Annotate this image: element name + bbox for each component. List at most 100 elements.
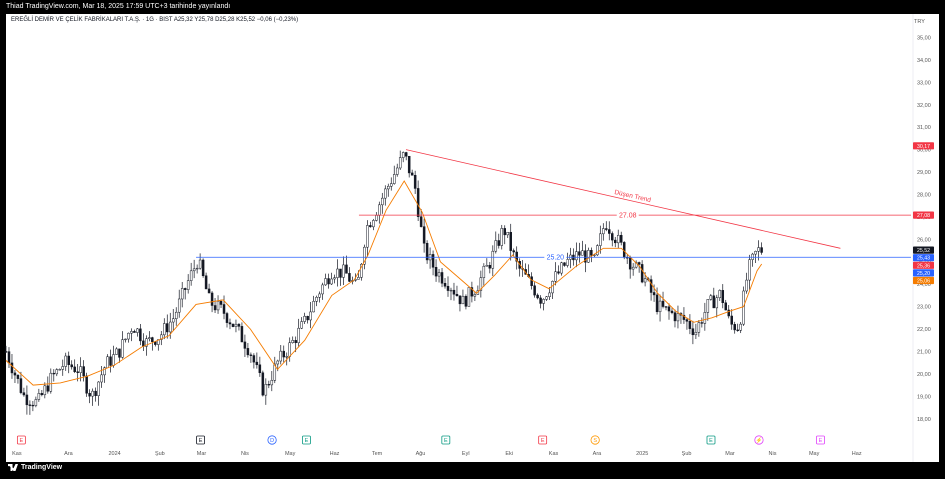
event-glyph: E [199, 438, 203, 444]
candle-body [121, 339, 124, 358]
candle-body [542, 299, 545, 304]
footer-bar [0, 462, 945, 479]
event-marker[interactable] [706, 435, 716, 445]
y-tick-label: 32,00 [917, 103, 931, 109]
candle-body [727, 309, 730, 317]
candle-body [327, 278, 330, 285]
candle-body [324, 278, 327, 286]
trend-line[interactable] [405, 149, 841, 249]
candle-body [739, 323, 742, 331]
event-marker[interactable] [754, 435, 764, 445]
event-marker[interactable] [538, 435, 548, 445]
candle-body [13, 372, 17, 376]
resistance-label: 27.08 [619, 212, 637, 219]
event-marker[interactable] [16, 435, 26, 445]
candle-body [309, 311, 312, 321]
candle-body [712, 295, 716, 309]
price-badge [913, 261, 934, 269]
publish-header: Thiad TradingView.com, Mar 18, 2025 17:5… [0, 0, 945, 13]
candle-body [631, 266, 635, 270]
x-tick-label: Haz [852, 451, 862, 457]
x-tick-label: Kas [549, 451, 559, 457]
candle-body [584, 250, 587, 263]
candle-body [4, 351, 8, 353]
candle-body [473, 294, 477, 297]
x-tick-label: May [285, 451, 296, 457]
candle-body [267, 384, 271, 386]
event-glyph: E [819, 438, 823, 444]
candle-body [467, 287, 471, 307]
resistance-label-bg [616, 210, 639, 220]
candle-body [216, 301, 220, 311]
candle-body [395, 167, 399, 175]
candle-body [339, 268, 342, 278]
candle-body [667, 306, 671, 312]
candle-body [628, 257, 632, 270]
event-glyph: ⚡ [756, 437, 763, 444]
candle-body [243, 341, 247, 349]
candle-body [198, 259, 202, 269]
candle-body [637, 262, 641, 265]
candle-body [261, 372, 265, 396]
candle-body [381, 197, 384, 206]
candle-body [455, 294, 459, 297]
candle-body [171, 318, 175, 323]
candle-body [28, 404, 32, 406]
candle-body [189, 270, 193, 281]
candle-body [195, 267, 199, 270]
publish-text: Thiad TradingView.com, Mar 18, 2025 17:5… [6, 3, 231, 10]
candle-body [369, 225, 372, 228]
candle-body [566, 259, 569, 266]
candle-body [136, 328, 139, 333]
support-label-bg [544, 252, 567, 262]
candle-body [273, 363, 277, 381]
candle-body [246, 348, 250, 356]
candle-body [258, 364, 262, 374]
candle-body [613, 239, 617, 244]
event-marker[interactable] [302, 435, 311, 445]
candle-body [118, 348, 121, 358]
currency-label: TRY [914, 19, 925, 25]
candle-body [404, 152, 408, 157]
candle-body [700, 322, 704, 324]
candle-body [742, 290, 745, 325]
candle-body [52, 372, 56, 375]
candle-body [7, 351, 11, 364]
event-marker[interactable] [816, 435, 825, 445]
event-marker[interactable] [590, 435, 600, 445]
candle-body [736, 329, 739, 331]
candle-body [112, 354, 115, 366]
candle-body [372, 220, 375, 228]
price-badge-label: 27,08 [917, 213, 930, 219]
candle-body [294, 340, 297, 344]
candle-body [685, 319, 689, 322]
candle-body [640, 264, 644, 283]
tradingview-logo[interactable]: TradingView [8, 464, 62, 471]
candle-body [16, 374, 20, 379]
event-marker[interactable] [196, 435, 205, 445]
candle-body [488, 265, 492, 269]
candle-body [431, 254, 435, 268]
y-tick-label: 26,00 [917, 237, 931, 243]
candle-body [180, 288, 184, 300]
candle-body [733, 324, 736, 331]
candle-body [557, 271, 560, 274]
candle-body [19, 378, 23, 393]
candle-body [721, 290, 725, 304]
candle-body [31, 404, 35, 407]
candle-body [422, 226, 426, 244]
candle-body [413, 174, 417, 189]
candle-body [37, 393, 41, 400]
candle-body [55, 369, 59, 375]
event-marker[interactable] [267, 435, 277, 445]
drawings: Düşen Trend 27.08 25.20 [196, 149, 911, 262]
y-tick-label: 22,00 [917, 327, 931, 333]
event-marker[interactable] [441, 435, 451, 445]
candle-body [306, 315, 309, 321]
candle-body [330, 278, 333, 285]
candle-body [748, 259, 751, 281]
price-badge [913, 254, 934, 262]
candle-body [201, 259, 205, 277]
candle-body [602, 228, 605, 235]
